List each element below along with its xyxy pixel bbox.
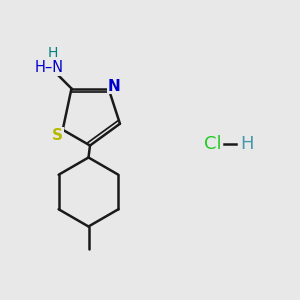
Text: N: N bbox=[107, 79, 120, 94]
Text: H–N: H–N bbox=[34, 60, 63, 75]
Text: H: H bbox=[48, 46, 58, 60]
Text: Cl: Cl bbox=[204, 135, 222, 153]
Text: S: S bbox=[52, 128, 63, 143]
Text: H: H bbox=[240, 135, 253, 153]
